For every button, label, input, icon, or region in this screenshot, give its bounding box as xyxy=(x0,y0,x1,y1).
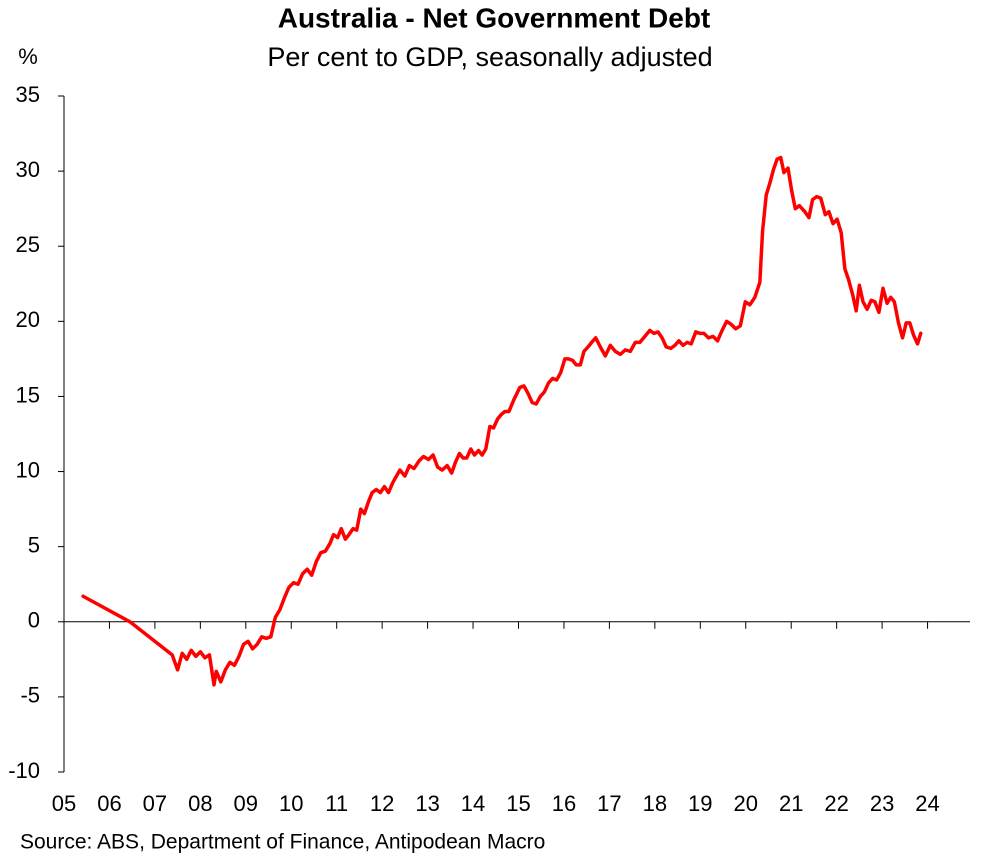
x-tick-label: 20 xyxy=(734,791,758,816)
chart-title: Australia - Net Government Debt xyxy=(278,2,711,33)
x-tick-label: 19 xyxy=(688,791,712,816)
x-tick-label: 13 xyxy=(415,791,439,816)
y-tick-label: 5 xyxy=(28,532,40,557)
y-tick-label: 25 xyxy=(16,232,40,257)
x-tick-label: 08 xyxy=(188,791,212,816)
chart-subtitle: Per cent to GDP, seasonally adjusted xyxy=(267,42,712,72)
y-tick-label: 35 xyxy=(16,82,40,107)
x-tick-label: 11 xyxy=(325,791,348,816)
x-tick-label: 10 xyxy=(279,791,303,816)
y-tick-label: 0 xyxy=(28,608,40,633)
y-tick-label: -10 xyxy=(8,758,40,783)
x-tick-label: 16 xyxy=(552,791,576,816)
x-tick-label: 14 xyxy=(461,791,485,816)
data-line xyxy=(81,155,923,687)
y-tick-label: 20 xyxy=(16,307,40,332)
y-tick-label: 15 xyxy=(16,382,40,407)
y-axis-label: % xyxy=(18,44,38,69)
x-tick-label: 05 xyxy=(52,791,76,816)
x-tick-label: 24 xyxy=(915,791,939,816)
x-tick-label: 17 xyxy=(597,791,621,816)
x-tick-label: 23 xyxy=(870,791,894,816)
y-tick-label: -5 xyxy=(20,683,40,708)
x-tick-label: 18 xyxy=(643,791,667,816)
x-tick-label: 07 xyxy=(143,791,167,816)
source-note: Source: ABS, Department of Finance, Anti… xyxy=(20,831,545,854)
x-tick-label: 12 xyxy=(370,791,394,816)
y-tick-label: 30 xyxy=(16,157,40,182)
x-tick-label: 22 xyxy=(824,791,848,816)
y-tick-label: 10 xyxy=(16,457,40,482)
x-tick-label: 21 xyxy=(779,791,803,816)
x-tick-label: 09 xyxy=(234,791,258,816)
x-tick-label: 15 xyxy=(506,791,530,816)
x-tick-label: 06 xyxy=(97,791,121,816)
